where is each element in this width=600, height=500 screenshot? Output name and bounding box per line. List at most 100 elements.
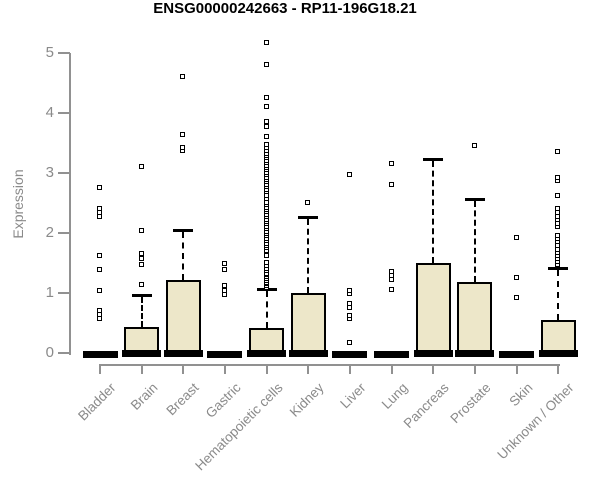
median-bar — [413, 350, 453, 357]
outlier-point — [97, 307, 102, 313]
outlier-point — [513, 235, 519, 241]
collapsed-box-bar — [374, 351, 410, 358]
whisker-cap — [173, 229, 194, 232]
y-axis-tick-label: 4 — [45, 104, 54, 121]
outlier-point — [97, 267, 102, 272]
median-bar — [288, 350, 328, 357]
whisker-line — [307, 218, 310, 293]
outlier-point — [263, 104, 269, 110]
y-axis-line — [69, 53, 71, 355]
y-axis-tick — [58, 352, 70, 354]
y-axis-tick-label: 0 — [45, 344, 54, 361]
box — [290, 293, 326, 353]
x-axis-category-label: Gastric — [202, 380, 244, 421]
collapsed-box-bar — [82, 351, 118, 358]
whisker-line — [182, 232, 185, 280]
x-axis-tick — [432, 364, 435, 374]
outlier-point — [388, 287, 394, 293]
x-axis-category-label: Breast — [163, 380, 202, 419]
y-axis-tick — [58, 52, 70, 54]
outlier-point — [346, 312, 352, 318]
outlier-point — [97, 288, 102, 293]
x-axis-category-label: Liver — [337, 380, 369, 412]
outlier-point — [388, 268, 394, 274]
outlier-point — [180, 73, 186, 79]
collapsed-box-bar — [499, 351, 535, 358]
outlier-point — [138, 261, 144, 267]
outlier-point — [263, 124, 269, 130]
outlier-point — [138, 163, 144, 169]
x-axis-tick — [140, 364, 143, 374]
whisker-cap — [423, 157, 444, 161]
outlier-point — [388, 182, 394, 188]
box — [457, 282, 493, 353]
outlier-point — [555, 174, 561, 180]
outlier-point — [346, 305, 352, 311]
outlier-point — [555, 206, 561, 212]
outlier-point — [346, 300, 352, 306]
chart-title: ENSG00000242663 - RP11-196G18.21 — [153, 0, 417, 17]
y-axis-tick-label: 5 — [45, 44, 54, 61]
y-axis-tick — [58, 112, 70, 114]
outlier-point — [180, 132, 186, 137]
x-axis-tick — [515, 364, 518, 374]
outlier-point — [138, 228, 144, 233]
outlier-point — [97, 252, 102, 258]
outlier-point — [513, 294, 519, 300]
outlier-point — [263, 119, 269, 125]
y-axis-tick-label: 1 — [45, 284, 54, 301]
x-axis-category-label: Brain — [127, 380, 161, 413]
outlier-point — [180, 144, 186, 150]
outlier-point — [263, 61, 269, 67]
x-axis-tick — [557, 364, 560, 374]
x-axis-category-label: Bladder — [75, 380, 119, 424]
y-axis-tick — [58, 232, 70, 234]
x-axis-tick — [473, 364, 476, 374]
whisker-cap — [131, 293, 152, 297]
outlier-point — [471, 143, 477, 149]
x-axis-category-label: Unknown / Other — [494, 380, 577, 463]
outlier-point — [263, 141, 269, 147]
outlier-point — [221, 261, 227, 266]
box — [540, 320, 576, 353]
whisker-line — [140, 296, 143, 327]
y-axis-tick — [58, 172, 70, 174]
x-axis-category-label: Lung — [378, 380, 411, 412]
x-axis-category-label: Prostate — [447, 380, 494, 427]
outlier-point — [388, 160, 394, 166]
x-axis-tick — [390, 364, 393, 374]
whisker-cap — [298, 215, 319, 219]
box — [165, 279, 201, 353]
y-axis-tick — [58, 292, 70, 294]
x-axis-category-label: Skin — [506, 380, 536, 410]
outlier-point — [555, 193, 561, 199]
outlier-point — [263, 259, 269, 265]
whisker-line — [473, 201, 476, 283]
collapsed-box-bar — [207, 351, 243, 358]
median-bar — [122, 350, 162, 357]
whisker-line — [265, 290, 268, 328]
x-axis-tick — [223, 364, 226, 374]
outlier-point — [263, 253, 269, 259]
outlier-point — [97, 184, 102, 190]
outlier-point — [138, 282, 144, 287]
outlier-point — [346, 171, 352, 177]
outlier-point — [138, 250, 144, 256]
outlier-point — [305, 199, 311, 205]
outlier-point — [97, 205, 102, 211]
outlier-point — [346, 288, 352, 293]
median-bar — [163, 350, 203, 357]
outlier-point — [221, 288, 227, 293]
x-axis-category-label: Kidney — [287, 380, 327, 420]
y-axis-tick-label: 2 — [45, 224, 54, 241]
outlier-point — [263, 94, 269, 100]
median-bar — [247, 350, 287, 357]
outlier-point — [138, 256, 144, 262]
whisker-cap — [548, 266, 569, 270]
median-bar — [455, 350, 495, 357]
whisker-line — [432, 160, 435, 263]
outlier-point — [263, 134, 269, 140]
outlier-point — [555, 232, 561, 238]
box — [415, 263, 451, 353]
